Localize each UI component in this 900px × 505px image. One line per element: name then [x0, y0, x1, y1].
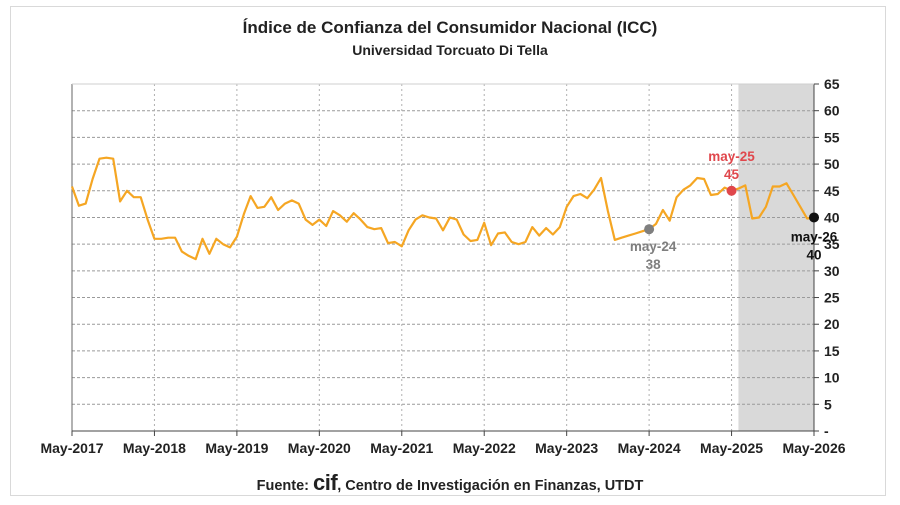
chart-frame — [10, 6, 886, 496]
annotation-value-may-25: 45 — [724, 167, 740, 182]
y-tick-label: 15 — [824, 343, 840, 359]
y-tick-label: 35 — [824, 236, 840, 252]
source-note: Fuente: cif, Centro de Investigación en … — [0, 470, 900, 496]
annotation-point-may-24 — [644, 224, 655, 235]
y-tick-label: 45 — [824, 183, 840, 199]
annotation-point-may-26 — [809, 212, 819, 223]
annotation-label-may-25: may-25 — [708, 149, 755, 164]
y-tick-label: 55 — [824, 129, 840, 145]
source-text: , Centro de Investigación en Finanzas, U… — [337, 478, 644, 494]
chart-subtitle: Universidad Torcuato Di Tella — [352, 42, 548, 58]
y-tick-label: 65 — [824, 76, 840, 92]
y-tick-label: 25 — [824, 290, 840, 306]
x-tick-label: May-2017 — [40, 440, 103, 456]
series-line-0 — [70, 156, 815, 261]
annotation-value-may-24: 38 — [646, 257, 662, 272]
x-tick-label: May-2021 — [370, 440, 433, 456]
source-prefix: Fuente: — [256, 478, 314, 494]
x-tick-label: May-2026 — [782, 440, 845, 456]
x-tick-label: May-2019 — [205, 440, 268, 456]
x-tick-label: May-2022 — [453, 440, 516, 456]
annotation-point-may-25 — [726, 185, 737, 196]
shaded-region — [738, 84, 814, 431]
annotation-label-may-24: may-24 — [630, 239, 677, 254]
x-tick-label: May-2023 — [535, 440, 598, 456]
y-tick-label: 60 — [824, 103, 840, 119]
x-tick-label: May-2018 — [123, 440, 186, 456]
y-tick-label: - — [824, 423, 829, 439]
x-tick-label: May-2020 — [288, 440, 351, 456]
y-tick-label: 40 — [824, 209, 840, 225]
annotation-value-may-26: 40 — [806, 247, 821, 262]
cif-logo: cif — [313, 470, 338, 495]
y-tick-label: 10 — [824, 370, 840, 386]
y-tick-label: 50 — [824, 156, 840, 172]
y-tick-label: 20 — [824, 316, 840, 332]
chart-title: Índice de Confianza del Consumidor Nacio… — [242, 18, 658, 37]
annotation-label-may-26: may-26 — [791, 229, 838, 244]
y-tick-label: 30 — [824, 263, 840, 279]
y-tick-label: 5 — [824, 396, 832, 412]
x-tick-label: May-2025 — [700, 440, 763, 456]
x-tick-label: May-2024 — [618, 440, 681, 456]
